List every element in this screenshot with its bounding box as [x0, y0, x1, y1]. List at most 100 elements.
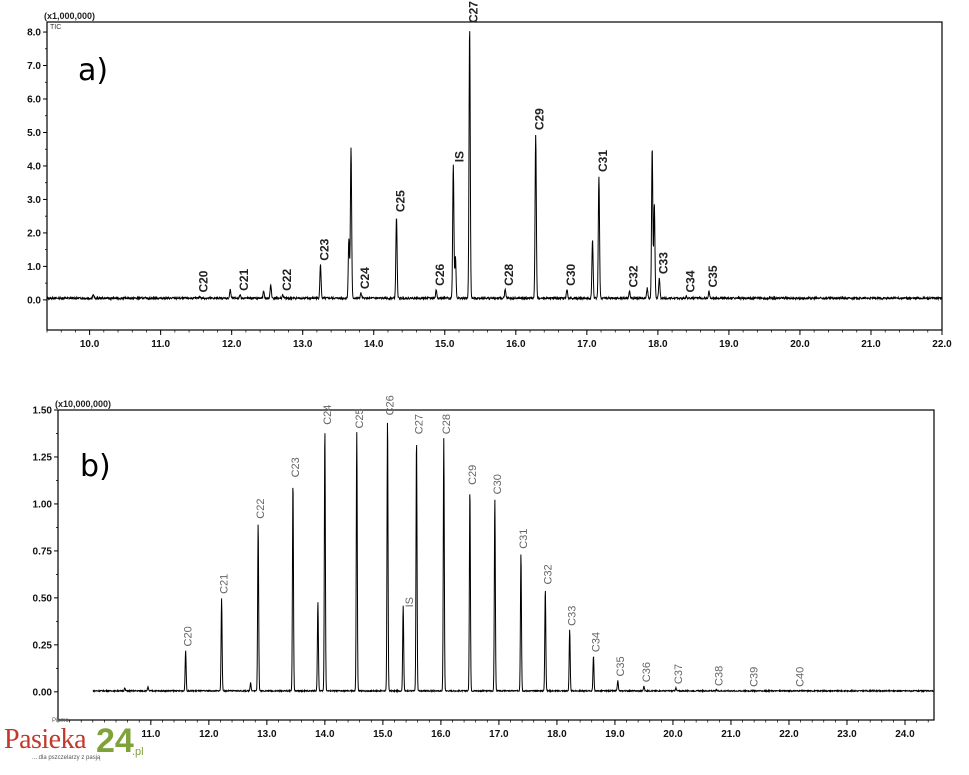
x-tick-label: 12.0	[199, 729, 219, 740]
x-tick-label: 18.0	[648, 339, 668, 350]
panel-label: b)	[80, 449, 111, 484]
peak-label: C24	[358, 267, 372, 289]
x-tick-label: 16.0	[431, 729, 451, 740]
peak-label: C23	[290, 457, 302, 477]
x-tick-label: 11.0	[141, 729, 160, 740]
peak-label: C33	[656, 252, 670, 274]
peak-label: C28	[441, 414, 453, 434]
logo-suffix: .pl	[132, 746, 144, 758]
peak-label: C33	[567, 606, 579, 626]
peak-label: C35	[615, 656, 627, 676]
x-tick-label: 21.0	[861, 339, 881, 350]
peak-label: C38	[713, 666, 725, 686]
x-tick-label: 22.0	[779, 729, 799, 740]
y-tick-label: 8.0	[27, 28, 41, 39]
x-tick-label: 13.0	[257, 729, 277, 740]
peak-label: C29	[533, 108, 547, 130]
peak-label: C23	[317, 238, 331, 260]
x-tick-label: 23.0	[837, 729, 857, 740]
peak-label: C27	[414, 414, 426, 434]
x-tick-label: 14.0	[315, 729, 335, 740]
x-tick-label: 20.0	[663, 729, 683, 740]
x-tick-label: 17.0	[489, 729, 509, 740]
peak-label: C21	[237, 269, 251, 291]
x-tick-label: 24.0	[895, 729, 915, 740]
chromatogram-trace	[46, 31, 942, 302]
x-tick-label: 21.0	[721, 729, 741, 740]
peak-label: C34	[683, 270, 697, 292]
y-scale-label: (x10,000,000)	[55, 399, 111, 409]
peak-label: C34	[590, 632, 602, 652]
peak-label: C25	[354, 408, 366, 428]
y-tick-label: 0.00	[33, 687, 53, 698]
peak-label: C20	[183, 626, 195, 646]
peak-label: C28	[502, 263, 516, 285]
y-scale-label: (x1,000,000)	[44, 11, 95, 21]
x-tick-label: 13.0	[293, 339, 313, 350]
peak-label: C36	[641, 662, 653, 682]
y-tick-label: 5.0	[27, 128, 41, 139]
peak-label: C31	[518, 529, 530, 549]
peak-label: C26	[385, 395, 397, 415]
x-tick-label: 15.0	[435, 339, 455, 350]
peak-label: C26	[433, 263, 447, 285]
corner-tag: TIC	[50, 24, 61, 31]
x-tick-label: 16.0	[506, 339, 526, 350]
x-tick-label: 19.0	[605, 729, 625, 740]
peak-label: C21	[219, 574, 231, 594]
chromatogram-trace	[92, 422, 935, 694]
logo-top-text: Pismo	[52, 718, 69, 724]
x-tick-label: 11.0	[151, 339, 170, 350]
x-tick-label: 15.0	[373, 729, 393, 740]
y-tick-label: 0.25	[33, 640, 53, 651]
y-tick-label: 4.0	[27, 161, 41, 172]
plot-frame	[57, 409, 935, 721]
peak-label: IS	[404, 597, 416, 607]
plot-frame	[46, 21, 943, 331]
peak-label: C22	[280, 269, 294, 291]
chart-panel-b: 0.00 0.25 0.50 0.75 1.00 1.25 1.50 11.0 12.0 13.0…	[33, 395, 935, 740]
x-tick-label: 12.0	[222, 339, 242, 350]
panel-label: a)	[78, 53, 108, 88]
peak-label: C37	[673, 664, 685, 684]
x-tick-label: 19.0	[719, 339, 739, 350]
x-tick-label: 20.0	[790, 339, 810, 350]
peak-label: C39	[748, 667, 760, 687]
peak-label: C30	[492, 474, 504, 494]
logo-word: Pasieka	[4, 724, 87, 755]
y-tick-label: 3.0	[27, 195, 41, 206]
peak-label: C22	[255, 499, 267, 519]
x-tick-label: 10.0	[80, 339, 100, 350]
peak-label: C29	[467, 465, 479, 485]
pasieka24-logo: Pismo Pasieka 24 .pl ... dla pszczelarzy…	[4, 718, 154, 770]
y-tick-label: 1.25	[33, 452, 53, 463]
peak-label: C31	[596, 150, 610, 172]
chart-panel-a: 0.0 1.0 2.0 3.0 4.0 5.0 6.0 7.0 8.0 10.0 11.0 12.0 1…	[27, 1, 952, 350]
y-tick-label: 0.0	[27, 295, 41, 306]
y-tick-label: 1.0	[27, 262, 41, 273]
peak-label: C32	[626, 265, 640, 287]
y-tick-label: 0.75	[33, 546, 53, 557]
y-tick-label: 7.0	[27, 61, 41, 72]
y-tick-label: 1.00	[33, 499, 53, 510]
peak-label: C30	[564, 263, 578, 285]
peak-label: C40	[795, 667, 807, 687]
logo-number: 24	[96, 722, 134, 760]
peak-label: C25	[393, 190, 407, 212]
y-tick-label: 2.0	[27, 228, 41, 239]
x-tick-label: 14.0	[364, 339, 384, 350]
peak-label: IS	[452, 151, 466, 162]
peak-label: C27	[467, 1, 481, 23]
logo-sub-text: ... dla pszczelarzy z pasją	[32, 755, 101, 761]
x-tick-label: 18.0	[547, 729, 567, 740]
peak-label: C32	[542, 564, 554, 584]
x-tick-label: 17.0	[577, 339, 597, 350]
peak-label: C24	[322, 405, 334, 425]
y-tick-label: 0.50	[33, 593, 53, 604]
y-tick-label: 6.0	[27, 95, 41, 106]
peak-label: C20	[197, 270, 211, 292]
x-tick-label: 22.0	[932, 339, 952, 350]
peak-label: C35	[706, 265, 720, 287]
y-tick-label: 1.50	[33, 406, 53, 417]
